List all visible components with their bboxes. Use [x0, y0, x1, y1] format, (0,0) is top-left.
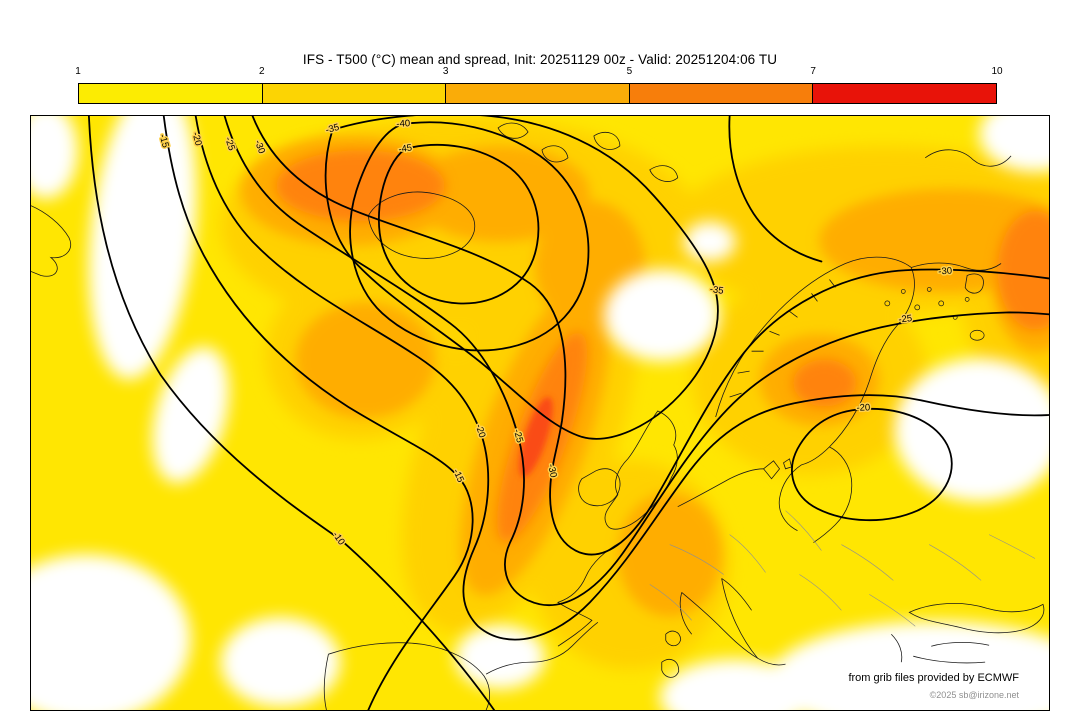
map-frame: -15 -20 -25 -30 -35 -40 -45 -35 -30 -25 … [30, 115, 1050, 711]
france-west-coast [557, 542, 621, 647]
finland-lakes [884, 287, 985, 341]
weather-map-canvas: -15 -20 -25 -30 -35 -40 -45 -35 -30 -25 … [31, 116, 1049, 710]
sweden-east-coast [801, 267, 915, 466]
contour-line-neg20-closed-east [791, 407, 953, 522]
lake-ladoga [969, 329, 985, 341]
contour-label: -15 [157, 133, 171, 149]
spread-blob [617, 492, 722, 617]
lake [900, 289, 906, 294]
contour-line-neg35-closed [324, 116, 719, 440]
contour-line-north-segment [728, 116, 823, 263]
contour-line-neg15 [162, 116, 474, 710]
contour-label: -30 [545, 463, 559, 479]
colorbar-ticks: 1 2 3 5 7 10 [75, 66, 1002, 80]
novaya-zemlya-coast [925, 149, 1012, 167]
arctic-islands-coast [497, 122, 679, 182]
colorbar-bar [78, 83, 997, 104]
spread-blob [979, 116, 1049, 172]
colorbar-segment-2-3 [262, 84, 447, 103]
colorbar: 1 2 3 5 7 10 [75, 66, 1003, 106]
adriatic-coast [721, 578, 758, 659]
credit-copyright: ©2025 sb@irizone.net [929, 690, 1019, 700]
contour-line-neg10 [87, 116, 495, 710]
contour-label: -35 [709, 284, 724, 297]
north-sea-coast [677, 468, 764, 508]
lake [938, 300, 945, 307]
norway-coast [715, 256, 912, 418]
contour-label: -30 [938, 266, 952, 278]
baltic-east-coast [813, 446, 853, 543]
country-borders [649, 510, 1036, 627]
credit-ecmwf: from grib files provided by ECMWF [848, 672, 1019, 684]
iberia-coast [323, 642, 490, 710]
colorbar-tick-10: 10 [991, 66, 1003, 77]
colorbar-tick-2: 2 [259, 66, 265, 77]
corsica-sardinia-coast [661, 630, 682, 678]
contour-line-neg40-closed [349, 121, 590, 352]
contour-line-neg20 [194, 116, 1049, 641]
spread-blob [659, 659, 810, 710]
spread-blob [819, 188, 1049, 293]
contour-label: -20 [190, 131, 204, 147]
lake [914, 304, 921, 311]
spread-blob [31, 554, 191, 710]
spread-blob [31, 116, 78, 199]
spread-blob [603, 269, 720, 362]
colorbar-segment-5-7 [629, 84, 814, 103]
colorbar-tick-5: 5 [626, 66, 633, 77]
contour-label: -35 [324, 122, 340, 136]
greenland-coast [31, 205, 72, 277]
white-sea-coast [964, 273, 984, 294]
spread-below-1-layer [31, 116, 1049, 710]
colorbar-segment-3-5 [446, 84, 630, 103]
black-sea-coast [908, 603, 1045, 634]
coastlines [31, 122, 1045, 710]
lake [926, 287, 932, 292]
norway-fjords [729, 279, 836, 398]
contour-label: -25 [511, 428, 525, 444]
chart-title: IFS - T500 (°C) mean and spread, Init: 2… [302, 52, 778, 67]
spread-blob [220, 617, 341, 708]
contour-labels: -15 -20 -25 -30 -35 -40 -45 -35 -30 -25 … [155, 117, 954, 549]
spread-blob [455, 625, 545, 690]
contour-line-neg30 [251, 116, 1049, 556]
contour-label: -45 [398, 142, 413, 155]
italy-coast [679, 592, 786, 666]
lake [964, 297, 970, 302]
lake [884, 300, 891, 307]
spread-blob [275, 149, 446, 222]
colorbar-segment-7-10 [813, 84, 996, 103]
spread-level-3-5-layer [240, 135, 1049, 617]
contour-line-neg25 [223, 116, 1049, 606]
colorbar-tick-3: 3 [442, 66, 449, 77]
spread-blob [152, 347, 229, 483]
great-britain-coast [604, 410, 678, 530]
turkey-aegean-coast [891, 633, 990, 664]
spread-blob [894, 358, 1049, 502]
contour-label: -25 [898, 313, 913, 325]
mediterranean-coast [485, 621, 599, 675]
colorbar-tick-1: 1 [75, 66, 81, 77]
colorbar-tick-7: 7 [810, 66, 816, 77]
spread-blob [410, 145, 590, 242]
spread-blob [792, 359, 857, 408]
contour-label: -20 [856, 402, 870, 413]
kola-coast [911, 262, 1002, 271]
contour-label: -40 [396, 118, 410, 130]
mean-contour-lines [87, 116, 1049, 710]
spread-blob [997, 210, 1049, 331]
spread-blob [295, 302, 436, 418]
contour-line-neg45-closed [377, 144, 540, 305]
colorbar-segment-1-2 [79, 84, 263, 103]
ireland-coast [578, 468, 621, 507]
iceland-coast [367, 191, 476, 259]
